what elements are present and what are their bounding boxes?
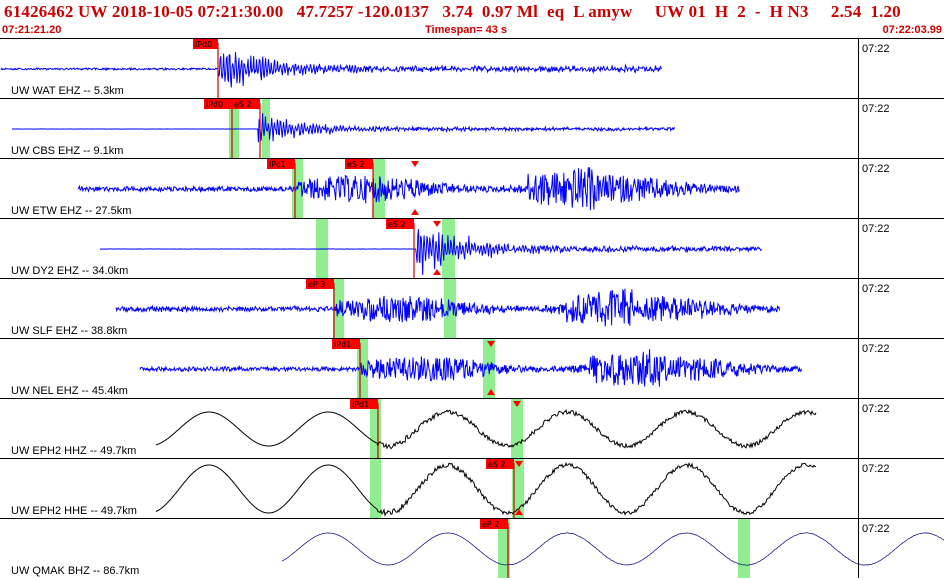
station-label: UW SLF EHZ -- 38.8km — [10, 325, 129, 337]
event-header: 61426462 UW 2018-10-05 07:21:30.00 47.72… — [0, 0, 944, 38]
window-start-time: 07:21:21.20 — [2, 24, 62, 36]
waveform — [115, 288, 781, 327]
waveform — [0, 52, 663, 88]
station-label: UW EPH2 HHE -- 49.7km — [10, 505, 138, 517]
pick-window — [512, 459, 524, 518]
trace-plot: iPd0 — [0, 39, 663, 98]
pick-label: eP 3 — [308, 280, 325, 289]
pick-box — [345, 159, 373, 169]
pick-window — [316, 219, 328, 278]
seismogram-traces: iPd0 07:22 UW WAT EHZ -- 5.3km iPd0 eS 2 07:2… — [0, 38, 944, 580]
trace-plot: iPc1 eS 2 — [77, 159, 740, 218]
pick-box — [193, 39, 218, 49]
trace-time-label: 07:22 — [858, 519, 892, 578]
trace-plot: eS 2 — [155, 459, 817, 518]
trace-panel[interactable]: iPc1 eS 2 07:22 UW ETW EHZ -- 27.5km — [0, 158, 944, 218]
pick-label: eS 2 — [347, 160, 365, 169]
trace-plot: iPd0 eS 2 — [12, 99, 676, 158]
waveform — [281, 532, 944, 566]
station-label: UW WAT EHZ -- 5.3km — [10, 85, 125, 97]
trace-panel[interactable]: iPd1 07:22 UW NEL EHZ -- 45.4km — [0, 338, 944, 398]
pick-box — [232, 99, 260, 109]
pick-window — [333, 279, 344, 338]
pick-label: iPd1 — [334, 340, 351, 349]
trace-time-label: 07:22 — [858, 99, 892, 158]
trace-panel[interactable]: eS 2 07:22 UW DY2 EHZ -- 34.0km — [0, 218, 944, 278]
arrival-marker — [487, 389, 495, 395]
arrival-marker — [411, 209, 419, 215]
pick-box — [386, 219, 414, 229]
pick-window — [511, 399, 523, 458]
event-summary-line: 61426462 UW 2018-10-05 07:21:30.00 47.72… — [4, 2, 901, 21]
trace-panel[interactable]: eP 3 07:22 UW SLF EHZ -- 38.8km — [0, 278, 944, 338]
trace-plot: iPd1 — [139, 339, 802, 398]
pick-box — [204, 99, 232, 109]
trace-panel[interactable]: eS 2 07:22 UW EPH2 HHE -- 49.7km — [0, 458, 944, 518]
waveform — [139, 349, 802, 387]
trace-plot: eP 3 — [115, 279, 781, 338]
arrival-marker — [411, 161, 419, 167]
pick-label: eS 2 — [488, 460, 506, 469]
arrival-marker — [433, 221, 441, 227]
waveform — [155, 461, 817, 517]
trace-time-label: 07:22 — [858, 39, 892, 98]
arrival-marker — [433, 269, 441, 275]
trace-time-label: 07:22 — [858, 339, 892, 398]
arrival-marker — [487, 341, 495, 347]
trace-panel[interactable]: iPd1 07:22 UW EPH2 HHZ -- 49.7km — [0, 398, 944, 458]
waveform — [99, 229, 762, 275]
station-label: UW NEL EHZ -- 45.4km — [10, 385, 129, 397]
station-label: UW EPH2 HHZ -- 49.7km — [10, 445, 138, 457]
pick-box — [267, 159, 295, 169]
pick-label: eS 2 — [388, 220, 406, 229]
trace-time-label: 07:22 — [858, 459, 892, 518]
trace-plot: eP 2 — [281, 519, 944, 578]
station-label: UW QMAK BHZ -- 86.7km — [10, 565, 141, 577]
pick-window — [738, 519, 750, 578]
pick-label: iPd0 — [195, 40, 212, 49]
pick-box — [480, 519, 508, 529]
waveform — [77, 167, 740, 211]
station-label: UW ETW EHZ -- 27.5km — [10, 205, 133, 217]
waveform — [12, 113, 676, 143]
arrival-marker — [515, 509, 523, 515]
pick-label: iPd1 — [352, 400, 369, 409]
trace-time-label: 07:22 — [858, 219, 892, 278]
window-end-time: 07:22:03.99 — [882, 24, 942, 36]
station-label: UW DY2 EHZ -- 34.0km — [10, 265, 130, 277]
pick-box — [350, 399, 378, 409]
trace-plot: eS 2 — [99, 219, 762, 278]
station-label: UW CBS EHZ -- 9.1km — [10, 145, 125, 157]
pick-box — [332, 339, 360, 349]
trace-time-label: 07:22 — [858, 159, 892, 218]
trace-plot: iPd1 — [155, 399, 817, 458]
pick-window — [370, 459, 381, 518]
pick-box — [306, 279, 334, 289]
pick-label: iPc1 — [269, 160, 286, 169]
trace-panel[interactable]: iPd0 07:22 UW WAT EHZ -- 5.3km — [0, 38, 944, 98]
timespan-label: Timespan= 43 s — [425, 24, 508, 36]
arrival-marker — [515, 461, 523, 467]
pick-window — [370, 399, 381, 458]
trace-panel[interactable]: iPd0 eS 2 07:22 UW CBS EHZ -- 9.1km — [0, 98, 944, 158]
pick-label: eP 2 — [482, 520, 499, 529]
waveform — [155, 408, 817, 450]
trace-time-label: 07:22 — [858, 279, 892, 338]
pick-label: iPd0 — [206, 100, 223, 109]
pick-window — [498, 519, 510, 578]
trace-panel[interactable]: eP 2 07:22 UW QMAK BHZ -- 86.7km — [0, 518, 944, 578]
pick-label: eS 2 — [234, 100, 252, 109]
pick-box — [486, 459, 514, 469]
arrival-marker — [513, 401, 521, 407]
trace-time-label: 07:22 — [858, 399, 892, 458]
